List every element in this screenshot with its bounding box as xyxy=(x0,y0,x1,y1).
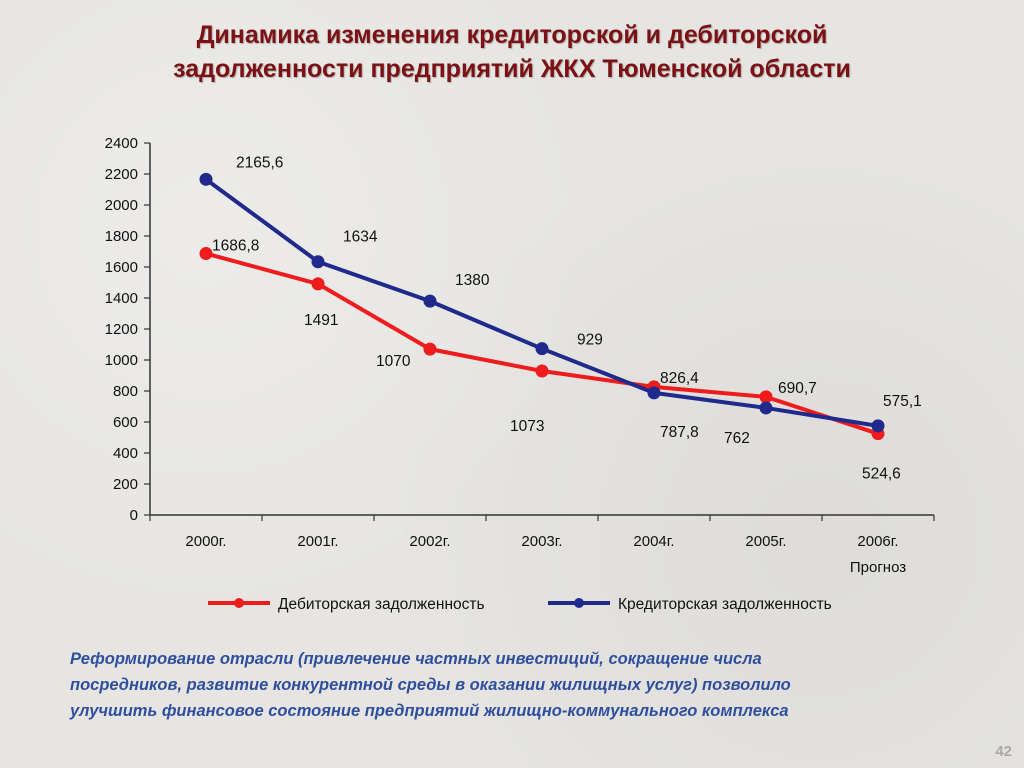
x-tick-label: 2001г. xyxy=(297,533,338,550)
series-2-point xyxy=(759,401,773,415)
y-tick-label: 400 xyxy=(113,445,138,462)
series-1-point xyxy=(535,364,549,378)
note-line-1: Реформирование отрасли (привлечение част… xyxy=(70,650,762,668)
data-label-series-2: 575,1 xyxy=(883,393,922,410)
data-label-series-1: 1070 xyxy=(376,353,411,370)
data-label-series-1: 1491 xyxy=(304,312,338,329)
series-2-point xyxy=(647,386,661,400)
debt-line-chart: 0 200 400 600 800 1000 1200 1400 1600 1800 2000 220… xyxy=(105,135,935,613)
y-tick-label: 200 xyxy=(113,476,138,493)
y-tick-label: 1800 xyxy=(105,228,138,245)
data-label-series-1: 524,6 xyxy=(862,466,901,483)
y-tick-label: 800 xyxy=(113,383,138,400)
y-tick-label: 1600 xyxy=(105,259,138,276)
x-tick-label: 2002г. xyxy=(409,533,450,550)
y-tick-label: 0 xyxy=(130,507,138,524)
title-line-1: Динамика изменения кредиторской и дебито… xyxy=(196,21,828,49)
series-1-point xyxy=(423,342,437,356)
y-tick-label: 2000 xyxy=(105,197,138,214)
legend-label-2: Кредиторская задолженность xyxy=(618,596,832,613)
y-tick-label: 2200 xyxy=(105,166,138,183)
data-label-series-2: 2165,6 xyxy=(236,154,283,171)
conclusion-note: Реформирование отрасли (привлечение част… xyxy=(70,646,970,724)
y-tick-label: 2400 xyxy=(105,135,138,152)
note-line-3: улучшить финансовое состояние предприяти… xyxy=(70,702,789,720)
y-tick-label: 1000 xyxy=(105,352,138,369)
series-1-point xyxy=(311,277,325,291)
legend-marker-1 xyxy=(234,598,244,608)
y-tick-label: 1400 xyxy=(105,290,138,307)
legend-label-1: Дебиторская задолженность xyxy=(278,596,485,613)
x-tick-label: 2000г. xyxy=(185,533,226,550)
data-label-series-2: 1634 xyxy=(343,229,378,246)
data-label-series-1: 762 xyxy=(724,430,750,447)
data-label-series-1: 1686,8 xyxy=(212,238,259,255)
data-label-series-2: 690,7 xyxy=(778,380,817,397)
x-tick-sublabel: Прогноз xyxy=(850,559,906,576)
series-2-point xyxy=(871,419,885,433)
legend-marker-2 xyxy=(574,598,584,608)
title-line-2: задолженности предприятий ЖКХ Тюменской … xyxy=(173,55,851,83)
data-label-series-1: 1073 xyxy=(510,418,544,435)
series-1-point xyxy=(199,247,213,261)
y-tick-label: 1200 xyxy=(105,321,138,338)
series-1-point xyxy=(759,390,773,404)
y-tick-label: 600 xyxy=(113,414,138,431)
data-label-series-1: 826,4 xyxy=(660,370,699,387)
page-number: 42 xyxy=(995,743,1012,760)
series-2-point xyxy=(199,172,213,186)
data-label-series-2: 787,8 xyxy=(660,424,699,441)
note-line-2: посредников, развитие конкурентной среды… xyxy=(70,676,791,694)
slide-title: Динамика изменения кредиторской и дебито… xyxy=(0,18,1024,86)
series-2-point xyxy=(423,294,437,308)
series-2-point xyxy=(311,255,325,269)
x-tick-label: 2006г. xyxy=(857,533,898,550)
x-tick-label: 2003г. xyxy=(521,533,562,550)
series-2-point xyxy=(535,342,549,356)
data-label-series-2: 1380 xyxy=(455,272,490,289)
x-tick-label: 2004г. xyxy=(633,533,674,550)
data-label-series-2: 929 xyxy=(577,332,603,349)
x-tick-label: 2005г. xyxy=(745,533,786,550)
